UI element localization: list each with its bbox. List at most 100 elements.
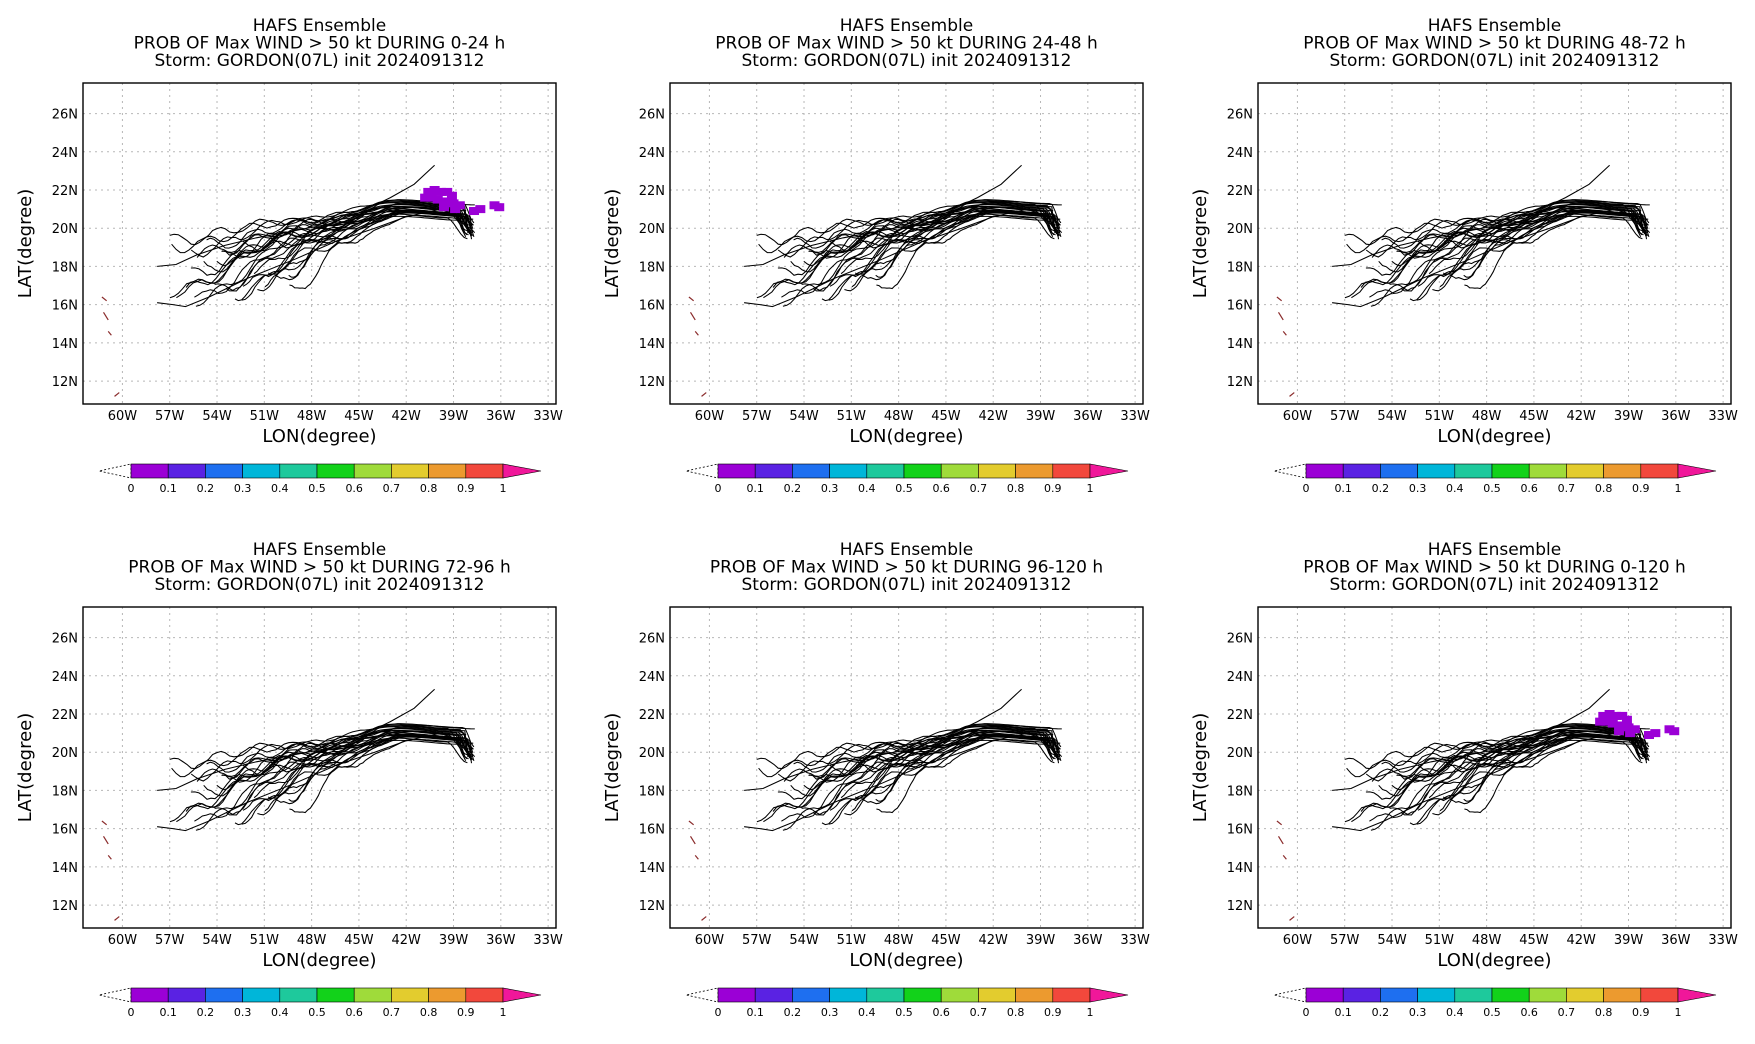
colorbar-label: 1 (1675, 1006, 1682, 1019)
colorbar-label: 0 (715, 1006, 722, 1019)
x-tick-label: 48W (884, 933, 914, 948)
ensemble-track (1417, 210, 1649, 252)
x-tick-label: 45W (344, 409, 374, 424)
ensemble-track (190, 204, 473, 276)
ensemble-track (781, 736, 1062, 822)
panel-title-line: Storm: GORDON(07L) init 2024091312 (1329, 51, 1659, 71)
colorbar-label: 0.3 (1409, 482, 1427, 495)
panel-title-line: HAFS Ensemble (253, 540, 386, 560)
colorbar-segment (717, 463, 756, 479)
x-tick-label: 51W (1425, 409, 1455, 424)
probability-cell (1598, 711, 1609, 720)
ensemble-track (214, 731, 469, 815)
x-tick-label: 57W (1330, 933, 1360, 948)
x-tick-label: 39W (439, 409, 469, 424)
y-tick-label: 18N (1227, 260, 1253, 275)
x-tick-label: 48W (884, 409, 914, 424)
ensemble-track (801, 207, 1056, 291)
probability-cell (1601, 717, 1612, 726)
ensemble-track (793, 205, 1053, 249)
ensemble-track (196, 739, 467, 782)
x-tick-label: 51W (837, 409, 867, 424)
colorbar-segment (130, 987, 169, 1003)
x-axis-label: LON(degree) (849, 426, 963, 447)
colorbar-label: 0.7 (383, 482, 401, 495)
colorbar-label: 0 (715, 482, 722, 495)
ensemble-track (763, 725, 1060, 823)
ensemble-track (1389, 207, 1644, 291)
plot-area (1276, 688, 1680, 921)
x-tick-label: 60W (1283, 409, 1313, 424)
ensemble-track (190, 202, 474, 258)
colorbar-under-triangle (1273, 987, 1307, 1003)
x-tick-label: 51W (250, 409, 280, 424)
colorbar-label: 0.9 (457, 482, 475, 495)
x-tick-label: 33W (533, 933, 563, 948)
x-tick-label: 36W (1661, 933, 1691, 948)
colorbar-segment (1528, 987, 1567, 1003)
ensemble-track (756, 209, 1054, 299)
colorbar-label: 0.2 (784, 1006, 802, 1019)
colorbar-segment (1417, 987, 1456, 1003)
probability-cell (426, 193, 437, 202)
ensemble-track (876, 214, 1061, 290)
probability-cell (435, 187, 446, 196)
ensemble-track (777, 202, 1061, 258)
ensemble-track (176, 201, 473, 299)
y-tick-label: 20N (52, 746, 78, 761)
colorbar-over-triangle (1089, 463, 1129, 479)
island-coastline (694, 855, 699, 860)
colorbar-label: 0.4 (858, 1006, 876, 1019)
ensemble-track (242, 210, 474, 252)
ensemble-track (206, 729, 466, 773)
y-tick-label: 26N (639, 108, 665, 123)
colorbar-segment (1305, 463, 1344, 479)
colorbar-label: 0.6 (1520, 1006, 1538, 1019)
island-coastline (1282, 855, 1287, 860)
y-tick-label: 16N (639, 299, 665, 314)
colorbar-segment (1380, 463, 1418, 479)
ensemble-track (829, 210, 1061, 252)
colorbar-label: 0.9 (457, 1006, 475, 1019)
colorbar-segment (940, 463, 979, 479)
colorbar-label: 0.4 (1446, 1006, 1464, 1019)
ensemble-track (744, 164, 1022, 267)
island-coastline (1276, 820, 1283, 826)
ensemble-track (783, 739, 1054, 782)
ensemble-track (777, 726, 1061, 782)
ensemble-track (1344, 733, 1642, 823)
x-tick-label: 33W (1120, 409, 1150, 424)
colorbar-segment (1052, 463, 1091, 479)
colorbar-label: 0.7 (1558, 482, 1576, 495)
colorbar-label: 0 (1303, 482, 1310, 495)
x-tick-label: 57W (155, 409, 185, 424)
probability-cell (1650, 729, 1661, 738)
ensemble-tracks (1332, 164, 1651, 308)
y-tick-label: 16N (1227, 299, 1253, 314)
ensemble-track (1409, 737, 1643, 826)
x-tick-label: 54W (789, 933, 819, 948)
island-coastline (701, 916, 707, 921)
colorbar-label: 0 (1303, 1006, 1310, 1019)
colorbar-label: 0.6 (345, 1006, 363, 1019)
probability-cell (420, 193, 431, 202)
x-tick-label: 57W (155, 933, 185, 948)
x-tick-label: 51W (1425, 933, 1455, 948)
ensemble-track (171, 724, 475, 778)
x-tick-label: 51W (837, 933, 867, 948)
ensemble-track (289, 214, 474, 290)
colorbar-label: 0.6 (1520, 482, 1538, 495)
ensemble-track (829, 734, 1061, 776)
probability-cell (446, 191, 457, 200)
ensemble-track (781, 212, 1062, 298)
colorbar-label: 0.9 (1632, 1006, 1650, 1019)
y-tick-label: 24N (1227, 146, 1253, 161)
ensemble-track (777, 728, 1060, 800)
colorbar-label: 0.8 (1007, 1006, 1025, 1019)
colorbar-label: 0 (128, 482, 135, 495)
colorbar-segment (1015, 987, 1054, 1003)
colorbar-segment (717, 987, 756, 1003)
island-coastline (101, 820, 108, 826)
y-tick-label: 26N (1227, 632, 1253, 647)
